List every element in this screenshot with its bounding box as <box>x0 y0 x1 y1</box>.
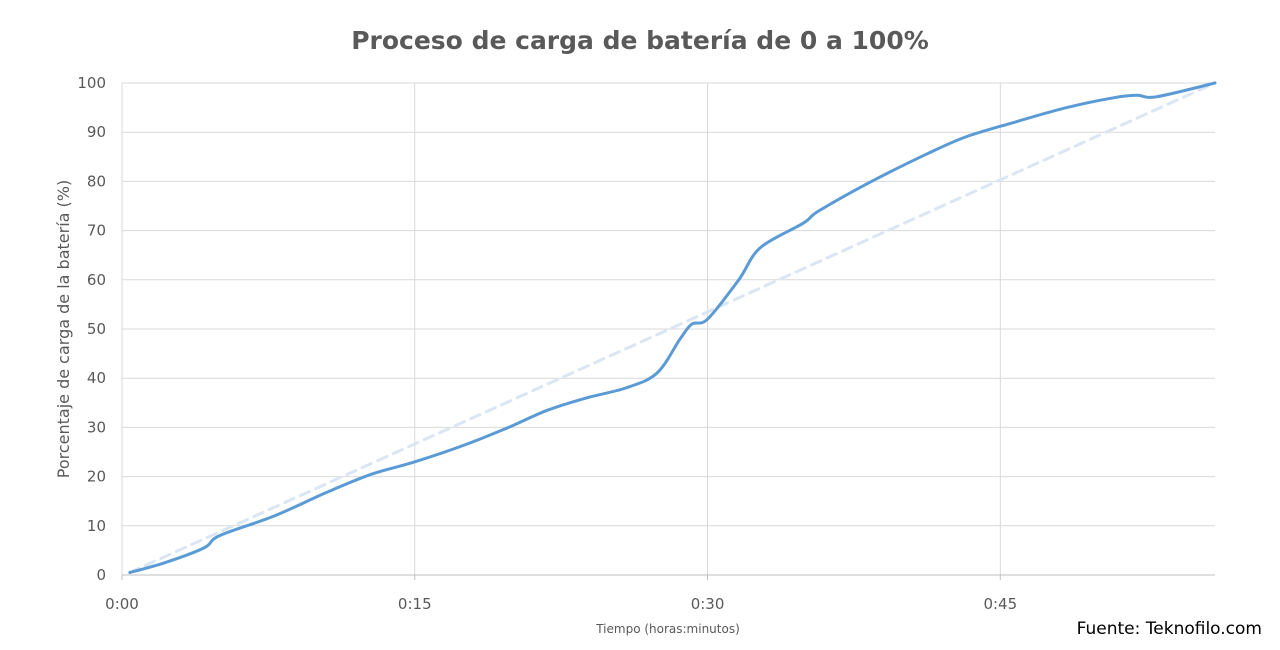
y-tick-label: 20 <box>87 468 106 486</box>
y-tick-label: 100 <box>77 74 106 92</box>
x-tick-label: 0:00 <box>105 595 139 613</box>
source-credit: Fuente: Teknofilo.com <box>1076 619 1262 639</box>
x-tick-label: 0:30 <box>691 595 725 613</box>
linear-reference-line <box>128 81 1217 574</box>
x-tick-label: 0:45 <box>983 595 1017 613</box>
y-tick-label: 40 <box>87 369 106 387</box>
y-tick-label: 0 <box>96 566 106 584</box>
charge-curve-line <box>128 81 1217 574</box>
y-tick-label: 70 <box>87 222 106 240</box>
chart-title: Proceso de carga de batería de 0 a 100% <box>351 26 929 55</box>
y-tick-label: 90 <box>87 123 106 141</box>
y-axis-label: Porcentaje de carga de la batería (%) <box>54 180 73 478</box>
y-tick-label: 50 <box>87 320 106 338</box>
x-axis-label: Tiempo (horas:minutos) <box>595 622 740 636</box>
y-tick-label: 60 <box>87 271 106 289</box>
x-tick-label: 0:15 <box>398 595 432 613</box>
y-tick-label: 30 <box>87 418 106 436</box>
y-tick-label: 10 <box>87 517 106 535</box>
y-tick-label: 80 <box>87 172 106 190</box>
